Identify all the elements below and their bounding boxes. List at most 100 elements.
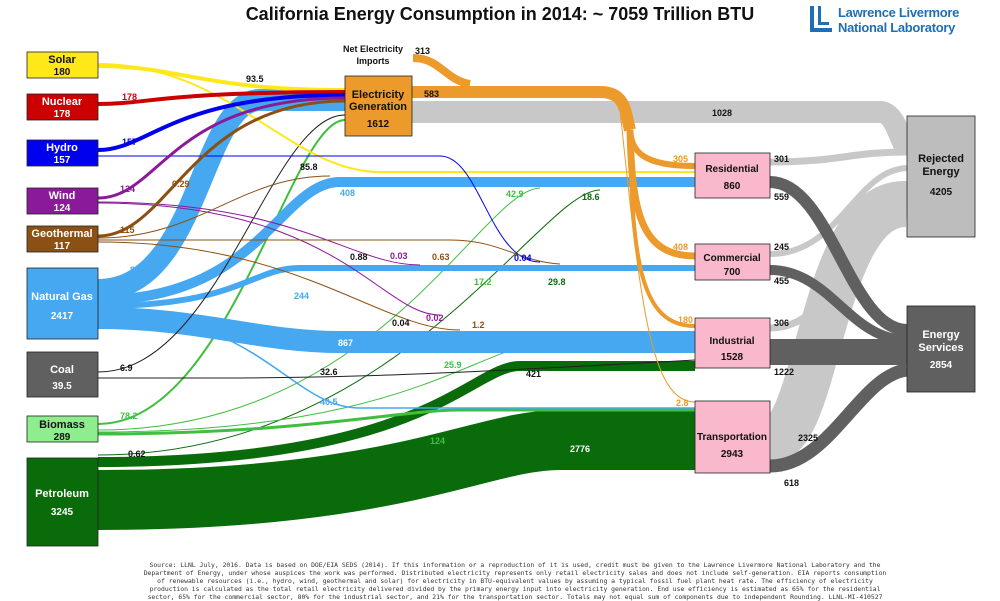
flow-hydro-electricity [97, 93, 346, 152]
flow-imports-electricity [412, 54, 471, 88]
label-elec-com: 408 [673, 242, 688, 252]
flow-natgas-commercial [97, 265, 695, 309]
label-hydro-elec: 157 [122, 137, 137, 147]
nuclear-label: Nuclear [42, 96, 83, 108]
flow-coal-industrial [97, 359, 696, 379]
coal-box [26, 351, 99, 398]
label-res-rej: 301 [774, 154, 789, 164]
flow-residential-services [769, 176, 908, 336]
flow-geothermal-residential [98, 239, 561, 265]
flow-solar-electricity [97, 64, 346, 92]
flow-commercial-services [769, 265, 908, 345]
electricity-label-2: Generation [349, 101, 407, 113]
sankey-diagram: Solar 180 Nuclear 178 Hydro 157 Wind 124… [26, 44, 976, 547]
hydro-label: Hydro [46, 142, 78, 154]
flow-solar-residential [97, 63, 695, 173]
label-geo-elec: 115 [120, 225, 135, 235]
commercial-box [694, 243, 771, 281]
label-solar-com: 0.88 [350, 252, 368, 262]
flow-value-labels: 93.5 178 157 124 115 0.29 85.8 583 1028 … [120, 74, 818, 488]
nuclear-value: 178 [54, 109, 71, 120]
flow-hydro-commercial [97, 155, 541, 263]
label-ind-rej: 306 [774, 318, 789, 328]
label-bio-com: 17.2 [474, 277, 492, 287]
label-coal-ind: 32.6 [320, 367, 338, 377]
source-footnote: Source: LLNL July, 2016. Data is based o… [120, 561, 910, 601]
petroleum-value: 3245 [51, 507, 74, 518]
natgas-label: Natural Gas [31, 291, 93, 303]
commercial-value: 700 [724, 267, 741, 278]
flow-natgas-industrial [97, 307, 695, 353]
commercial-label: Commercial [703, 253, 760, 264]
label-hydro-com: 0.04 [514, 253, 532, 263]
label-solar-res: 85.8 [300, 162, 318, 172]
flow-transport-services [769, 363, 909, 473]
flow-electricity-transport [619, 109, 696, 403]
label-solar-ind: 0.04 [392, 318, 410, 328]
services-label-2: Services [918, 342, 963, 354]
label-com-rej: 245 [774, 242, 789, 252]
label-pet-res: 18.6 [582, 192, 600, 202]
label-coal-elec: 6.9 [120, 363, 133, 373]
label-ng-com: 244 [294, 291, 309, 301]
flow-transport-rejected [763, 181, 909, 463]
flow-coal-electricity [97, 114, 346, 373]
source-boxes: Solar 180 Nuclear 178 Hydro 157 Wind 124… [26, 51, 99, 547]
label-solar-elec: 93.5 [246, 74, 264, 84]
solar-value: 180 [54, 67, 71, 78]
label-res-srv: 559 [774, 192, 789, 202]
flow-biomass-residential [97, 187, 541, 431]
flow-geothermal-electricity [97, 99, 346, 238]
rejected-label-1: Rejected [918, 153, 964, 165]
flow-biomass-electricity [97, 119, 346, 425]
label-wind-elec: 124 [120, 184, 135, 194]
label-com-srv: 455 [774, 276, 789, 286]
page-title: California Energy Consumption in 2014: ~… [245, 4, 755, 24]
llnl-logo-icon [810, 6, 832, 32]
biomass-box [26, 415, 99, 443]
flow-electricity-out [412, 86, 636, 132]
footnote-line-3: of renewable resources (i.e., hydro, win… [157, 577, 873, 585]
hydro-value: 157 [54, 155, 71, 166]
solar-box [26, 51, 99, 79]
label-bio-trans: 124 [430, 436, 445, 446]
residential-label: Residential [705, 164, 759, 175]
label-pet-elec: 0.62 [128, 449, 146, 459]
label-pet-ind: 421 [526, 369, 541, 379]
label-elec-res: 305 [673, 154, 688, 164]
flow-geothermal-to-res [97, 175, 331, 239]
rejected-energy-box [906, 115, 976, 238]
imports-value: 313 [415, 46, 430, 56]
imports-label-1: Net Electricity [343, 44, 403, 54]
nuclear-box [26, 93, 99, 121]
flow-residential-rejected [769, 148, 908, 166]
geothermal-value: 117 [54, 241, 71, 252]
label-wind-ind: 0.02 [426, 313, 444, 323]
label-pet-trans: 2776 [570, 444, 590, 454]
flow-commercial-rejected [769, 165, 908, 257]
label-elec-ind: 180 [678, 315, 693, 325]
geothermal-box [26, 225, 99, 253]
flow-petroleum-transport [97, 410, 695, 530]
services-value: 2854 [930, 360, 953, 371]
label-elec-out: 583 [424, 89, 439, 99]
flow-wind-commercial [97, 201, 421, 266]
label-bio-elec: 78.2 [120, 411, 138, 421]
footnote-line-1: Source: LLNL July, 2016. Data is based o… [149, 561, 881, 569]
wind-box [26, 187, 99, 215]
label-ng-ind: 867 [338, 338, 353, 348]
petroleum-label: Petroleum [35, 488, 89, 500]
biomass-value: 289 [54, 432, 71, 443]
logo-line-2: National Laboratory [838, 20, 956, 35]
label-bio-ind: 25.9 [444, 360, 462, 370]
label-pet-com: 29.8 [548, 277, 566, 287]
imports-label-2: Imports [356, 56, 389, 66]
transportation-box [694, 400, 771, 474]
wind-label: Wind [49, 190, 76, 202]
energy-services-box [906, 305, 976, 393]
label-nuclear-elec: 178 [122, 92, 137, 102]
coal-value: 39.5 [52, 381, 72, 392]
label-trans-rej: 2325 [798, 433, 818, 443]
solar-label: Solar [48, 54, 76, 66]
label-geo-ind: 1.2 [472, 320, 485, 330]
